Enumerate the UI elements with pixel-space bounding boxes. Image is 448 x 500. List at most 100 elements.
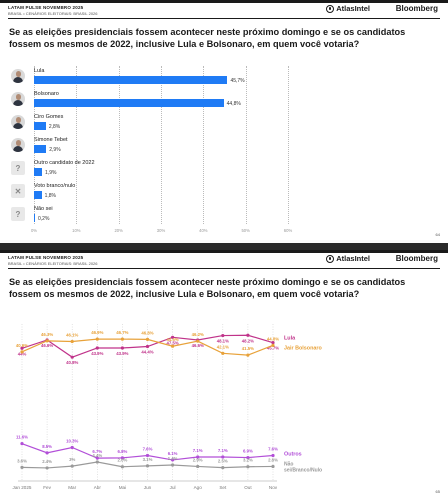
outros-point [246,455,250,460]
candidate-label: Simone Tebet [34,137,68,143]
person-icon [11,115,25,129]
x-tick-label: 50% [241,228,250,233]
nao_sei-point [246,465,250,469]
gridline [118,66,120,224]
candidate-label: Lula [34,68,45,74]
bolsonaro-data-label: 46.2% [192,332,204,337]
bolsonaro-point [271,343,275,347]
gridline [245,66,247,224]
line-chart: Jan 2025 Fev Mar Abr Mai Jun Jul Ago Set Out Nov 44… [13,324,322,490]
candidate-label: Voto branco/nulo [34,183,76,189]
bolsonaro-point [246,353,250,357]
gridline [288,66,289,224]
candidate-label: Outro candidato de 2022 [34,160,95,166]
nao_sei-data-label: 2.9% [193,457,203,462]
bloomberg-logo: Bloomberg [395,4,438,13]
legend-label: Jair Bolsonaro [284,345,322,351]
x-tick-label: Jan 2025 [13,485,32,490]
outros-data-label: 6.9% [243,449,253,454]
nao_sei-data-label: 2.5% [218,459,228,464]
bolsonaro-data-label: 46.8% [141,330,153,335]
nao_sei-point [70,464,74,468]
lula-data-label: 47.5% [167,340,179,345]
nao_sei-data-label: 2.4% [42,459,52,464]
nao_sei-point [196,464,200,469]
outros-point [171,458,175,462]
x-tick-label: Set [219,485,227,490]
bolsonaro-data-label: 46.9% [91,330,103,335]
gridline [203,66,205,224]
lula-data-label: 48.2% [242,338,254,343]
outros-point [95,456,99,460]
lula-point [171,335,175,339]
outros-point [196,455,200,459]
bolsonaro-data-label: 44.5% [167,337,179,342]
bar-value-label: 0,2% [38,215,50,222]
lula-data-label: 46.6% [192,343,204,348]
bar [34,122,46,130]
legend-label: Lula [284,336,296,342]
bolsonaro-point [20,350,24,354]
nao_sei-point [95,460,99,464]
top-bar [0,250,448,253]
nao_sei-data-label: 3% [69,457,75,462]
outros-data-label: 8.5% [42,444,52,449]
x-icon: ✕ [11,184,25,198]
outros-data-label: 6.8% [118,449,128,454]
atlasintel-logo: AtlasIntel [326,4,370,13]
outros-point [221,455,225,459]
outros-data-label: 7.1% [218,448,228,453]
lula-data-label: 45.7% [267,346,279,351]
lula-data-label: 44% [18,351,27,356]
gridline [76,66,78,224]
bolsonaro-point [171,344,175,348]
outros-point [45,451,49,455]
person-icon [11,92,25,106]
x-tick-label: Abr [94,485,102,490]
lula-point [145,344,150,349]
bolsonaro-data-label: 41.5% [242,346,254,351]
bar-value-label: 1,9% [45,169,57,176]
top-bar [0,0,448,3]
bar-value-label: 1,8% [44,192,57,199]
bolsonaro-point [196,339,200,343]
question-icon: ? [11,207,25,221]
x-tick-label: 0% [30,228,38,233]
nao_sei-point [271,464,275,469]
bar-value-label: 2,8% [48,123,61,130]
lula-data-label: 43.9% [91,351,103,356]
header-title: LATAM PULSE NOVEMBRO 2025 [8,5,84,10]
candidate-label: Bolsonaro [34,91,59,97]
lula-data-label: 48.1% [217,339,229,344]
x-tick-label: 60% [283,228,293,233]
bolsonaro-point [45,339,49,343]
lula-data-label: 40.8% [66,360,78,365]
nao_sei-data-label: 2.0% [118,458,128,463]
bolsonaro-data-label: 42.1% [217,344,229,349]
bar-value-label: 2,9% [49,146,61,153]
nao_sei-data-label: 1.4% [168,456,178,461]
outros-data-label: 7.1% [193,448,203,453]
nao_sei-point [45,466,49,470]
person-icon [11,138,25,152]
outros-point [20,442,24,446]
outros-data-label: 6.7% [92,449,102,454]
x-tick-label: Out [244,485,252,490]
legend-label: Outros [284,451,302,457]
lula-data-label: 44.4% [141,350,153,355]
outros-data-label: 6.1% [168,451,178,456]
lula-point [271,341,275,345]
x-tick-label: Fev [43,485,51,490]
lula-point [95,346,99,350]
bolsonaro-point [221,351,225,355]
bar-value-label: 45,7% [230,77,245,84]
lula-point [221,333,225,338]
outros-data-label: 7.6% [268,446,278,451]
bar [34,191,42,199]
nao_sei-data-label: 3.1% [143,457,153,462]
x-tick-label: Mai [119,485,126,490]
lula-point [70,355,74,359]
outros-point [145,453,150,458]
x-tick-label: Jul [170,485,176,490]
bar [34,99,224,107]
